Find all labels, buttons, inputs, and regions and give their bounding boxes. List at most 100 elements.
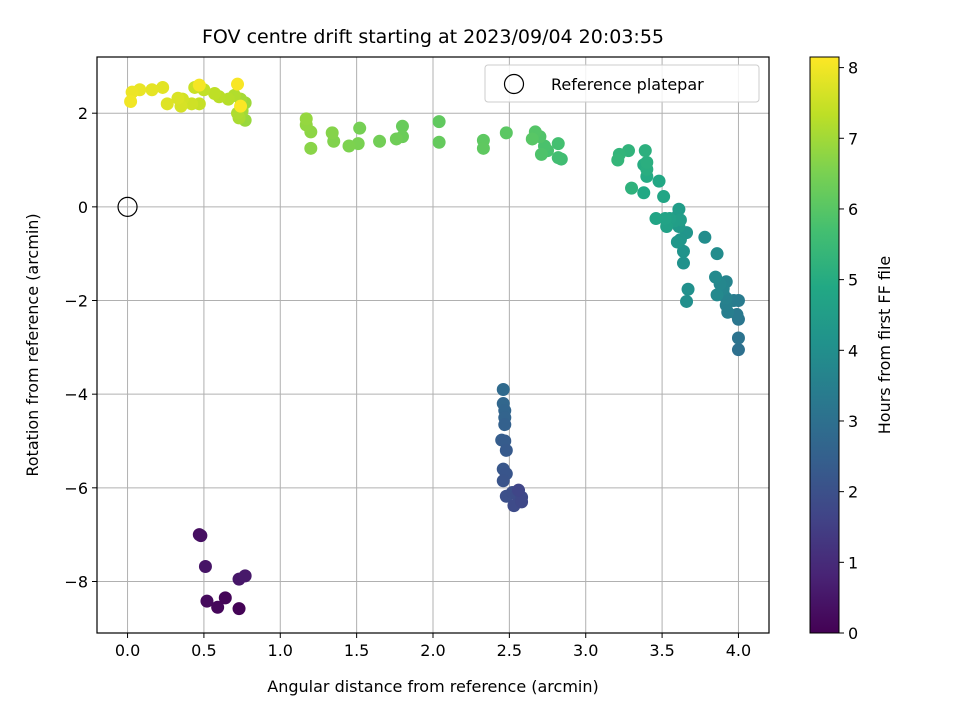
data-point xyxy=(499,443,513,457)
legend-reference-marker xyxy=(503,73,525,95)
data-point xyxy=(499,126,513,140)
colorbar-tick-label: 1 xyxy=(848,553,858,572)
colorbar-tick-label: 4 xyxy=(848,341,858,360)
data-point xyxy=(232,602,246,616)
data-point xyxy=(625,181,639,195)
data-point xyxy=(731,331,745,345)
y-axis-label: Rotation from reference (arcmin) xyxy=(23,213,42,476)
colorbar-tick-label: 2 xyxy=(848,483,858,502)
colorbar-gradient xyxy=(809,56,840,634)
data-point xyxy=(498,418,512,432)
x-axis-ticks: 0.0 0.5 1.0 1.5 2.0 2.5 3.0 3.5 4.0 xyxy=(115,633,751,660)
x-tick-label: 3.5 xyxy=(649,641,674,660)
data-point xyxy=(171,91,185,105)
data-point xyxy=(525,132,539,146)
data-point xyxy=(238,569,252,583)
data-point xyxy=(234,99,248,113)
data-point xyxy=(198,560,212,574)
y-tick-label: −6 xyxy=(64,479,88,498)
data-point xyxy=(304,141,318,155)
grid xyxy=(97,57,769,633)
x-tick-label: 0.0 xyxy=(115,641,140,660)
data-point xyxy=(373,134,387,148)
colorbar-ticks: 0 1 2 3 4 5 6 7 8 xyxy=(839,59,858,643)
data-point xyxy=(698,230,712,244)
data-point xyxy=(611,153,625,167)
y-axis-ticks: −8 −6 −4 −2 0 2 xyxy=(64,104,97,591)
legend-reference-label: Reference platepar xyxy=(551,75,704,94)
colorbar-tick-label: 7 xyxy=(848,129,858,148)
data-point xyxy=(299,112,313,126)
data-point xyxy=(395,119,409,133)
data-point xyxy=(551,151,565,165)
colorbar-tick-label: 8 xyxy=(848,59,858,78)
data-point xyxy=(657,190,671,204)
y-tick-label: −8 xyxy=(64,572,88,591)
x-tick-label: 1.0 xyxy=(268,641,293,660)
data-point xyxy=(638,144,652,158)
x-axis-label: Angular distance from reference (arcmin) xyxy=(267,677,598,696)
data-point xyxy=(649,212,663,226)
y-tick-label: −2 xyxy=(64,292,88,311)
data-point xyxy=(512,483,526,497)
data-point xyxy=(680,294,694,308)
data-point xyxy=(496,474,510,488)
legend: Reference platepar xyxy=(484,64,760,103)
data-point xyxy=(731,343,745,357)
data-point xyxy=(710,247,724,261)
x-tick-label: 2.0 xyxy=(420,641,445,660)
data-point xyxy=(160,97,174,111)
data-point xyxy=(476,141,490,155)
data-point xyxy=(676,256,690,270)
colorbar-tick-label: 3 xyxy=(848,412,858,431)
x-tick-label: 2.5 xyxy=(497,641,522,660)
chart-title: FOV centre drift starting at 2023/09/04 … xyxy=(202,26,664,48)
data-point xyxy=(709,270,723,284)
reference-platepar-marker xyxy=(117,196,138,217)
data-point xyxy=(551,137,565,151)
data-point xyxy=(218,591,232,605)
data-point xyxy=(652,174,666,188)
colorbar: 0 1 2 3 4 5 6 7 8 Hours from first FF file xyxy=(809,56,894,643)
data-point xyxy=(342,139,356,153)
colorbar-tick-label: 5 xyxy=(848,271,858,290)
data-point xyxy=(658,212,672,226)
colorbar-label: Hours from first FF file xyxy=(875,256,894,435)
data-point xyxy=(676,244,690,258)
data-point xyxy=(681,282,695,296)
data-point xyxy=(670,235,684,249)
data-point xyxy=(211,600,225,614)
x-tick-label: 1.5 xyxy=(344,641,369,660)
data-point xyxy=(432,115,446,129)
data-point xyxy=(432,135,446,149)
data-point xyxy=(124,94,138,108)
y-tick-label: 2 xyxy=(78,104,88,123)
data-point xyxy=(640,155,654,169)
data-point xyxy=(325,126,339,140)
data-point xyxy=(353,121,367,135)
data-point xyxy=(637,186,651,200)
data-point xyxy=(534,147,548,161)
data-point xyxy=(194,529,208,543)
x-tick-label: 4.0 xyxy=(726,641,751,660)
data-points xyxy=(124,77,745,616)
data-point xyxy=(200,594,214,608)
reference-marker-group xyxy=(117,196,138,217)
data-point xyxy=(192,78,206,92)
y-tick-label: 0 xyxy=(78,198,88,217)
data-point xyxy=(672,202,686,216)
data-point xyxy=(496,382,510,396)
data-point xyxy=(208,87,222,101)
data-point xyxy=(231,77,245,91)
legend-box xyxy=(484,64,760,103)
y-tick-label: −4 xyxy=(64,385,88,404)
colorbar-tick-label: 0 xyxy=(848,624,858,643)
x-tick-label: 3.0 xyxy=(573,641,598,660)
x-tick-label: 0.5 xyxy=(191,641,216,660)
data-point xyxy=(156,80,170,94)
colorbar-tick-label: 6 xyxy=(848,200,858,219)
data-point xyxy=(389,132,403,146)
data-point xyxy=(710,288,724,302)
data-point xyxy=(145,83,159,97)
